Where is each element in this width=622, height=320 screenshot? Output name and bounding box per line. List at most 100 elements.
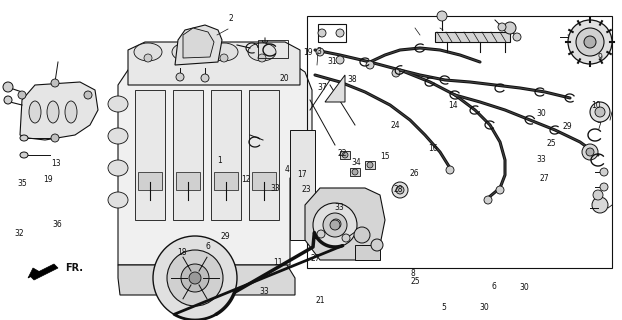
Polygon shape xyxy=(325,75,345,102)
Circle shape xyxy=(313,203,357,247)
Circle shape xyxy=(504,22,516,34)
Text: 31: 31 xyxy=(328,57,337,66)
Text: 29: 29 xyxy=(221,232,230,241)
Circle shape xyxy=(220,54,228,62)
Circle shape xyxy=(153,236,237,320)
Ellipse shape xyxy=(20,152,28,158)
Polygon shape xyxy=(183,28,214,58)
Circle shape xyxy=(366,61,374,69)
Circle shape xyxy=(316,48,324,56)
Circle shape xyxy=(4,96,12,104)
Text: 19: 19 xyxy=(44,175,53,184)
Text: 14: 14 xyxy=(448,101,457,110)
Circle shape xyxy=(18,91,26,99)
Text: 13: 13 xyxy=(51,159,60,168)
Circle shape xyxy=(354,227,370,243)
Text: 30: 30 xyxy=(519,284,529,292)
Circle shape xyxy=(201,74,209,82)
Text: 4: 4 xyxy=(285,165,290,174)
Circle shape xyxy=(144,54,152,62)
Text: 33: 33 xyxy=(536,155,546,164)
Text: 1: 1 xyxy=(218,156,223,164)
Circle shape xyxy=(584,36,596,48)
Circle shape xyxy=(189,272,201,284)
Bar xyxy=(290,130,315,240)
Text: 7: 7 xyxy=(596,122,601,131)
Bar xyxy=(135,90,165,220)
Ellipse shape xyxy=(108,96,128,112)
Bar xyxy=(138,172,162,190)
Circle shape xyxy=(323,213,347,237)
Circle shape xyxy=(396,186,404,194)
Text: 11: 11 xyxy=(274,258,283,267)
Text: 27: 27 xyxy=(311,254,320,263)
Polygon shape xyxy=(305,188,385,260)
Text: 25: 25 xyxy=(546,139,555,148)
Circle shape xyxy=(317,230,325,238)
Circle shape xyxy=(51,134,59,142)
Circle shape xyxy=(336,56,344,64)
Text: 21: 21 xyxy=(316,296,325,305)
Text: 10: 10 xyxy=(591,101,600,110)
Text: 2: 2 xyxy=(229,14,234,23)
Text: 19: 19 xyxy=(304,48,313,57)
Text: 15: 15 xyxy=(381,152,390,161)
Ellipse shape xyxy=(47,101,59,123)
Ellipse shape xyxy=(108,128,128,144)
Bar xyxy=(252,172,276,190)
Text: 22: 22 xyxy=(338,149,347,158)
Bar xyxy=(318,24,346,42)
Text: 25: 25 xyxy=(411,277,420,286)
Text: 27: 27 xyxy=(540,174,549,183)
Circle shape xyxy=(437,11,447,21)
Circle shape xyxy=(593,190,603,200)
Text: 23: 23 xyxy=(302,185,311,194)
Text: FR.: FR. xyxy=(65,263,83,273)
Circle shape xyxy=(84,91,92,99)
Bar xyxy=(211,90,241,220)
Circle shape xyxy=(367,162,373,168)
Text: 36: 36 xyxy=(53,220,63,229)
Circle shape xyxy=(392,182,408,198)
Circle shape xyxy=(590,102,610,122)
Text: 20: 20 xyxy=(280,74,289,83)
Ellipse shape xyxy=(134,43,162,61)
Circle shape xyxy=(330,220,340,230)
Circle shape xyxy=(392,69,400,77)
Circle shape xyxy=(496,186,504,194)
Circle shape xyxy=(167,250,223,306)
Circle shape xyxy=(592,197,608,213)
Circle shape xyxy=(371,239,383,251)
Ellipse shape xyxy=(172,43,200,61)
Text: 33: 33 xyxy=(259,287,269,296)
Text: 6: 6 xyxy=(205,242,210,251)
Bar xyxy=(307,16,612,268)
Circle shape xyxy=(51,79,59,87)
Circle shape xyxy=(352,169,358,175)
Circle shape xyxy=(258,54,266,62)
Circle shape xyxy=(342,234,350,242)
Bar xyxy=(350,168,360,176)
Circle shape xyxy=(513,33,521,41)
Polygon shape xyxy=(20,82,98,140)
Polygon shape xyxy=(28,268,40,278)
Ellipse shape xyxy=(210,43,238,61)
Circle shape xyxy=(484,196,492,204)
Text: 18: 18 xyxy=(177,248,187,257)
Text: 34: 34 xyxy=(351,158,361,167)
Text: 9: 9 xyxy=(597,53,602,62)
Text: 8: 8 xyxy=(411,269,415,278)
Text: 5: 5 xyxy=(442,303,447,312)
Ellipse shape xyxy=(108,160,128,176)
Bar xyxy=(435,32,510,42)
Ellipse shape xyxy=(65,101,77,123)
Ellipse shape xyxy=(108,192,128,208)
Circle shape xyxy=(181,264,209,292)
Circle shape xyxy=(446,166,454,174)
Bar xyxy=(340,151,350,159)
Circle shape xyxy=(342,152,348,158)
Circle shape xyxy=(600,168,608,176)
Circle shape xyxy=(582,144,598,160)
Bar xyxy=(249,90,279,220)
Text: 37: 37 xyxy=(317,83,327,92)
